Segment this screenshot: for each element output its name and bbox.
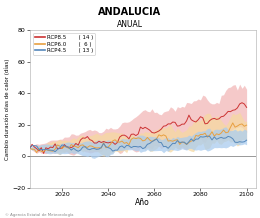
Legend: RCP8.5       ( 14 ), RCP6.0       (  6 ), RCP4.5       ( 13 ): RCP8.5 ( 14 ), RCP6.0 ( 6 ), RCP4.5 ( 13… xyxy=(32,33,95,55)
Text: ANUAL: ANUAL xyxy=(117,20,143,29)
Text: ANDALUCIA: ANDALUCIA xyxy=(99,7,161,17)
Text: © Agencia Estatal de Meteorología: © Agencia Estatal de Meteorología xyxy=(5,213,74,217)
Y-axis label: Cambio duración olas de calor (días): Cambio duración olas de calor (días) xyxy=(4,58,10,160)
X-axis label: Año: Año xyxy=(135,198,150,207)
